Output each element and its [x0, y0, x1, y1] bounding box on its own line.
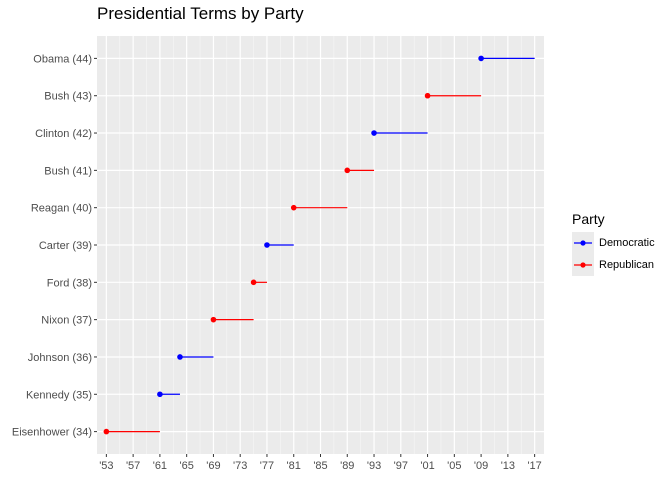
y-tick-label: Clinton (42): [35, 128, 92, 140]
x-tick-label: '77: [260, 460, 274, 472]
term-start-point-nixon-37: [210, 316, 217, 323]
legend-key-republican: [572, 254, 594, 276]
legend-label-democratic: Democratic: [599, 237, 655, 249]
legend-swatch-democratic: [574, 240, 592, 246]
legend-key-democratic: [572, 232, 594, 254]
x-tick-label: '93: [367, 460, 381, 472]
x-axis: '53 '57 '61 '65 '69 '73 '77 '81 '85 '89 '93 '97 '01 '…: [99, 454, 542, 472]
x-tick-label: '13: [501, 460, 515, 472]
term-start-point-carter-39: [264, 242, 270, 248]
x-tick-label: '53: [99, 460, 113, 472]
major-grid: [97, 36, 544, 454]
y-tick-label: Bush (43): [44, 91, 92, 103]
y-tick-label: Kennedy (35): [26, 389, 92, 401]
x-tick-label: '81: [287, 460, 301, 472]
term-start-point-reagan-40: [290, 204, 297, 211]
x-tick-label: '85: [313, 460, 327, 472]
y-tick-label: Carter (39): [39, 240, 92, 252]
term-start-point-bush-43: [424, 92, 431, 99]
term-start-point-bush-41: [344, 167, 351, 174]
y-tick-label: Obama (44): [33, 53, 92, 65]
term-start-point-obama-44: [478, 55, 484, 62]
x-tick-label: '97: [394, 460, 408, 472]
legend-label-republican: Republican: [599, 259, 655, 271]
legend-item-democratic: Democratic: [572, 232, 655, 254]
legend-item-republican: Republican: [572, 254, 654, 276]
x-tick-label: '69: [206, 460, 220, 472]
term-start-point-clinton-42: [371, 130, 377, 136]
x-tick-label: '73: [233, 460, 247, 472]
y-tick-label: Eisenhower (34): [12, 427, 92, 439]
x-tick-label: '09: [474, 460, 488, 472]
x-tick-label: '61: [153, 460, 167, 472]
y-axis: Eisenhower (34) Kennedy (35) Johnson (36) N…: [12, 53, 97, 439]
x-tick-label: '05: [447, 460, 461, 472]
term-start-point-kennedy-35: [157, 391, 163, 398]
chart-title: Presidential Terms by Party: [97, 4, 304, 23]
x-tick-label: '57: [126, 460, 140, 472]
x-tick-label: '01: [420, 460, 434, 472]
term-start-point-ford-38: [250, 279, 257, 286]
term-start-point-eisenhower-34: [103, 428, 110, 435]
legend-swatch-republican: [574, 262, 592, 268]
term-start-point-johnson-36: [177, 354, 183, 360]
x-tick-label: '65: [179, 460, 193, 472]
y-tick-label: Bush (41): [44, 165, 92, 177]
legend-title: Party: [572, 211, 605, 227]
y-tick-label: Nixon (37): [41, 315, 92, 327]
y-tick-label: Reagan (40): [31, 203, 92, 215]
y-tick-label: Ford (38): [47, 277, 92, 289]
y-tick-label: Johnson (36): [28, 352, 92, 364]
data-marks: [103, 55, 535, 435]
x-tick-label: '17: [527, 460, 541, 472]
x-tick-label: '89: [340, 460, 354, 472]
